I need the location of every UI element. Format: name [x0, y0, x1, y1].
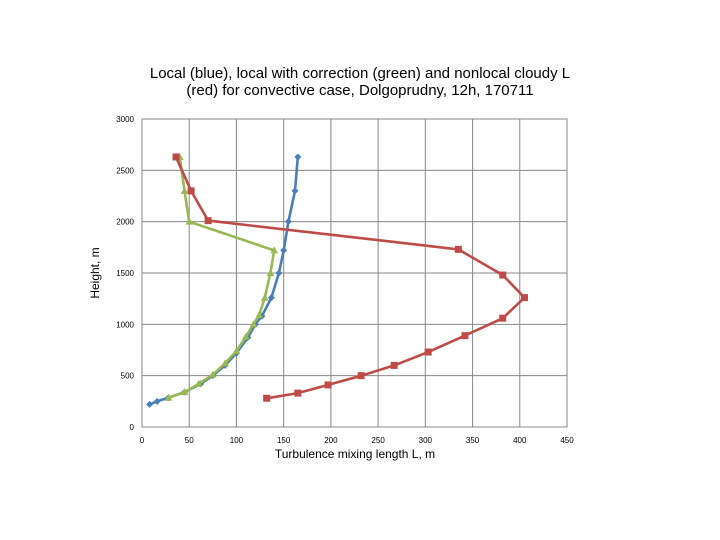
series-local-with-correction	[164, 152, 279, 401]
data-point-local-with-correction-5	[232, 347, 241, 355]
data-point-local-with-correction-8	[255, 311, 263, 319]
data-point-local-with-correction-13	[180, 186, 189, 194]
x-axis-label: Turbulence mixing length L, m	[275, 447, 435, 461]
x-tick-label-7: 350	[466, 436, 480, 445]
data-point-local-with-correction-0	[164, 393, 173, 401]
x-tick-label-4: 200	[324, 436, 338, 445]
data-point-local-12	[275, 269, 283, 277]
data-point-nonlocal-cloudy-4	[390, 361, 398, 369]
data-point-local-with-correction-7	[249, 320, 258, 328]
data-point-local-11	[267, 294, 275, 302]
plot-area	[141, 118, 568, 428]
data-point-nonlocal-cloudy-0	[263, 394, 271, 402]
chart-title-line-1: Local (blue), local with correction (gre…	[150, 65, 570, 82]
y-tick-label-2: 1000	[116, 320, 134, 329]
data-point-local-with-correction-4	[221, 359, 229, 367]
data-point-nonlocal-cloudy-5	[424, 348, 432, 356]
data-point-local-15	[291, 187, 299, 195]
data-point-local-with-correction-3	[209, 370, 217, 378]
x-tick-label-0: 0	[140, 436, 145, 445]
x-tick-label-3: 150	[277, 436, 291, 445]
y-axis-ticks: 0 500 1000 1500 2000 2500 3000	[116, 115, 134, 432]
x-tick-label-1: 50	[185, 436, 194, 445]
data-point-nonlocal-cloudy-8	[521, 294, 528, 302]
y-axis-label: Height, m	[88, 247, 102, 298]
data-point-local-16	[294, 153, 302, 161]
data-point-nonlocal-cloudy-1	[294, 389, 302, 397]
x-tick-label-5: 250	[371, 436, 385, 445]
x-tick-label-9: 450	[560, 436, 574, 445]
data-point-local-with-correction-2	[194, 379, 203, 387]
y-tick-label-5: 2500	[116, 166, 134, 175]
data-point-local-13	[280, 246, 288, 254]
x-axis-ticks: 0 50 100 150 200 250 300 350 400 450	[140, 436, 574, 445]
y-tick-label-0: 0	[130, 423, 135, 432]
chart-title-line-2: (red) for convective case, Dolgoprudny, …	[186, 82, 533, 99]
y-tick-label-4: 2000	[116, 218, 134, 227]
data-point-nonlocal-cloudy-12	[187, 187, 195, 195]
data-point-local-with-correction-6	[242, 332, 250, 340]
data-point-local-0	[146, 400, 154, 408]
series-local	[146, 153, 302, 408]
series-nonlocal-cloudy	[172, 153, 528, 402]
x-tick-label-6: 300	[419, 436, 433, 445]
data-point-nonlocal-cloudy-7	[499, 314, 507, 322]
x-tick-label-8: 400	[513, 436, 527, 445]
data-point-local-with-correction-12	[185, 217, 194, 225]
data-point-local-14	[284, 218, 292, 226]
data-point-nonlocal-cloudy-11	[204, 217, 212, 225]
data-point-local-with-correction-1	[180, 388, 189, 396]
data-point-nonlocal-cloudy-2	[324, 381, 332, 389]
y-tick-label-3: 1500	[116, 269, 134, 278]
data-point-local-1	[153, 397, 161, 405]
data-point-nonlocal-cloudy-13	[172, 153, 180, 161]
data-point-nonlocal-cloudy-9	[499, 271, 507, 279]
data-point-local-with-correction-10	[266, 269, 275, 276]
series-line-nonlocal-cloudy	[174, 156, 526, 400]
y-tick-label-6: 3000	[116, 115, 134, 124]
data-point-local-with-correction-11	[270, 246, 279, 254]
x-tick-label-2: 100	[230, 436, 244, 445]
y-tick-label-1: 500	[121, 372, 135, 381]
data-point-nonlocal-cloudy-3	[357, 372, 365, 380]
data-point-nonlocal-cloudy-6	[461, 332, 469, 340]
series-layer	[146, 152, 528, 408]
data-point-local-with-correction-9	[260, 293, 269, 301]
data-point-nonlocal-cloudy-10	[454, 245, 462, 253]
